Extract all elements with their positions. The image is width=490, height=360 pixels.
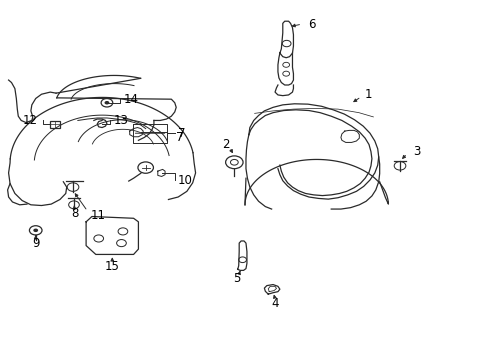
Text: 6: 6: [308, 18, 316, 31]
Text: 12: 12: [23, 114, 38, 127]
Circle shape: [33, 229, 38, 232]
Text: 7: 7: [178, 127, 186, 140]
Text: 3: 3: [414, 145, 421, 158]
Text: 13: 13: [113, 114, 128, 127]
Text: 7: 7: [176, 131, 184, 144]
Text: 11: 11: [91, 209, 106, 222]
Text: 14: 14: [124, 93, 139, 106]
Bar: [50, 121, 60, 127]
Text: 2: 2: [222, 138, 229, 151]
Text: 4: 4: [271, 297, 279, 310]
Text: 1: 1: [365, 89, 372, 102]
Text: 10: 10: [178, 174, 193, 187]
Text: 5: 5: [234, 272, 241, 285]
Text: 15: 15: [105, 260, 120, 273]
Text: 8: 8: [71, 207, 78, 220]
Text: 9: 9: [32, 237, 40, 250]
Circle shape: [104, 101, 109, 104]
